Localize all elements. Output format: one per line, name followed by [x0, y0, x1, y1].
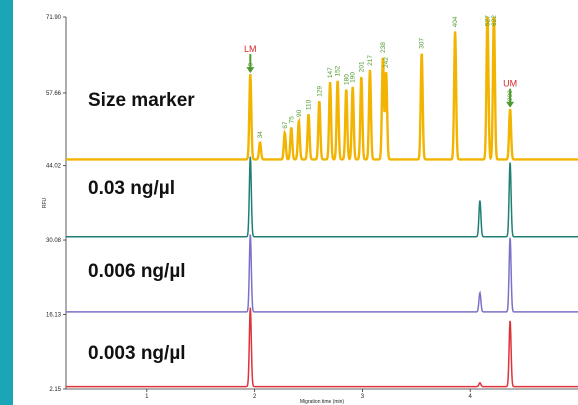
peak-label: 147 — [327, 67, 334, 78]
y-axis-title: RFU — [42, 197, 48, 208]
upper-marker-label: UM — [503, 79, 517, 89]
series-line-3 — [66, 307, 578, 388]
peak-label: 242 — [383, 57, 390, 68]
peak-label: 622 — [491, 15, 498, 26]
y-tick-label: 71.90 — [46, 15, 62, 21]
y-tick-label: 30.08 — [46, 238, 62, 244]
x-tick-label: 3 — [361, 394, 365, 400]
y-tick-label: 44.02 — [46, 164, 62, 170]
y-tick-label: 57.66 — [46, 91, 62, 97]
x-tick-label: 1 — [145, 394, 149, 400]
peak-label: 238 — [380, 42, 387, 53]
peak-label: 75 — [288, 116, 295, 124]
series-label-0-006: 0.006 ng/µl — [88, 261, 186, 282]
peak-label: 307 — [419, 38, 426, 49]
series-line-2 — [66, 234, 578, 313]
series-label-0-03: 0.03 ng/µl — [88, 178, 175, 199]
peak-label: 404 — [452, 16, 459, 27]
marker-arrow-head — [246, 67, 255, 74]
series-label-size-marker: Size marker — [88, 90, 195, 111]
peak-label: 190 — [350, 72, 357, 83]
y-tick-label: 16.13 — [46, 312, 62, 318]
series-line-0 — [66, 16, 578, 161]
peak-label: 67 — [282, 121, 289, 129]
series-line-1 — [66, 156, 578, 238]
accent-bar — [0, 0, 13, 405]
peak-label: 152 — [335, 65, 342, 76]
peak-label: 527 — [484, 15, 491, 26]
peak-label: 34 — [257, 131, 264, 139]
y-tick-label: 2.15 — [49, 387, 61, 393]
peak-label: 217 — [367, 55, 374, 66]
x-tick-label: 4 — [469, 394, 473, 400]
peak-label: 129 — [316, 86, 323, 97]
series-label-0-003: 0.003 ng/µl — [88, 343, 186, 364]
peak-label: 90 — [296, 109, 303, 117]
peak-label: 201 — [358, 61, 365, 72]
x-tick-label: 2 — [253, 394, 257, 400]
x-axis-title: Migration time (min) — [300, 399, 345, 405]
peak-label: 110 — [306, 99, 313, 110]
marker-arrow-head — [506, 101, 515, 108]
lower-marker-label: LM — [244, 44, 257, 54]
peak-label: 180 — [343, 74, 350, 85]
